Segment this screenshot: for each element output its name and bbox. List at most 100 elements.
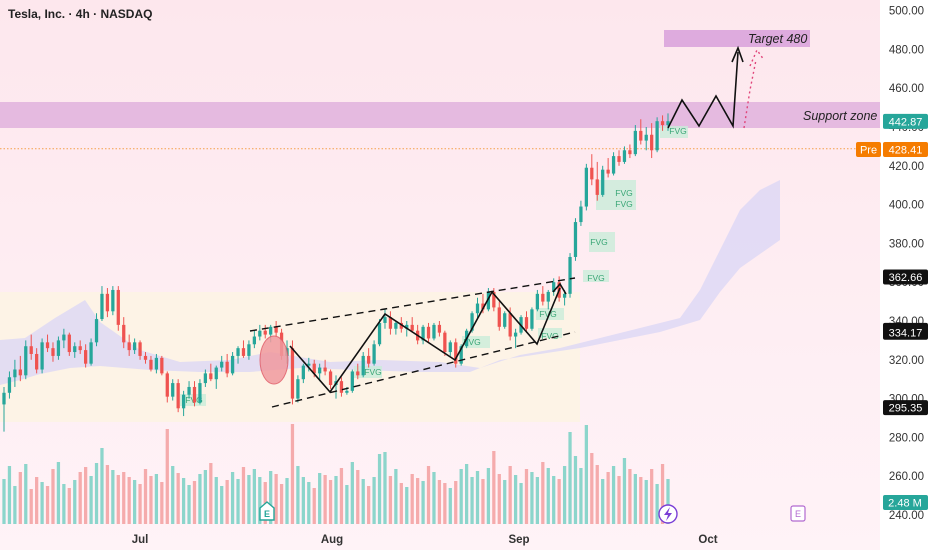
price-label: 334.17: [889, 327, 923, 339]
candle-body: [187, 386, 191, 395]
candle-body: [508, 313, 512, 337]
volume-bar: [367, 486, 371, 524]
candle-body: [154, 357, 159, 370]
volume-bar: [89, 476, 93, 524]
target-label: Target 480: [748, 32, 807, 46]
volume-bar: [214, 477, 218, 524]
y-tick-label: 460.00: [889, 83, 924, 95]
premarket-price-badge: [883, 141, 928, 157]
candle-body: [89, 342, 93, 364]
volume-bar: [78, 472, 82, 524]
projection-path: [667, 51, 739, 129]
volume-bar: [513, 475, 518, 524]
fvg-box: [583, 270, 609, 282]
volume-bar: [562, 466, 567, 524]
volume-bar: [660, 464, 665, 524]
candle-body: [290, 348, 295, 399]
candle-body: [192, 386, 197, 403]
candle-body: [388, 317, 393, 329]
candle-body: [377, 322, 382, 345]
volume-bar: [176, 473, 180, 524]
candle-body: [111, 289, 115, 312]
candle-body: [486, 291, 491, 310]
volume-bar: [644, 480, 648, 524]
candle-body: [247, 344, 251, 356]
volume-bar: [345, 485, 349, 524]
volume-bar: [105, 465, 110, 524]
volume-bar: [590, 453, 594, 524]
volume-bar: [524, 469, 529, 524]
volume-bar: [62, 484, 66, 524]
ichimoku-cloud: [0, 180, 780, 385]
volume-bar: [459, 469, 463, 524]
candle-body: [13, 369, 17, 378]
volume-value-label: 2.48 M: [888, 498, 922, 510]
volume-bar: [426, 466, 431, 524]
candle-body: [454, 342, 458, 364]
fvg-boxes: FVGFVGFVGFVGFVGFVGFVGFVGFVGFVG: [180, 126, 688, 406]
candle-body: [530, 309, 534, 329]
candle-body: [2, 392, 6, 405]
candle-body: [513, 332, 518, 337]
candle-body: [176, 383, 180, 409]
fvg-label: FVG: [590, 237, 607, 247]
volume-bar: [56, 462, 61, 524]
candle-body: [171, 383, 175, 397]
candle-body: [263, 330, 267, 335]
volume-bar: [535, 477, 540, 524]
fvg-label: FVG: [615, 199, 632, 209]
earnings-flag-icon[interactable]: E: [790, 505, 806, 522]
volume-bar: [584, 425, 588, 524]
volume-bar: [448, 488, 452, 524]
volume-bar: [486, 468, 491, 524]
volume-bar: [405, 487, 409, 524]
target-zone-box: [664, 30, 810, 47]
volume-bar: [290, 424, 295, 524]
candle-body: [394, 322, 398, 329]
dividend-lightning-icon[interactable]: [658, 504, 678, 524]
premarket-prefix-badge: [856, 141, 881, 157]
volume-bar: [568, 432, 572, 524]
volume-bar: [187, 485, 191, 524]
earnings-marker-icon[interactable]: E: [259, 501, 275, 521]
volume-bar: [377, 454, 382, 524]
y-tick-label: 380.00: [889, 238, 924, 250]
volume-bar: [546, 468, 550, 524]
candle-body: [666, 121, 670, 126]
candle-body: [269, 326, 273, 335]
volume-bar: [165, 429, 169, 524]
volume-bar: [296, 466, 300, 524]
volume-bar: [225, 480, 229, 524]
volume-bar: [475, 471, 480, 524]
support-zone-label: Support zone: [803, 109, 877, 123]
fvg-label: FVG: [587, 273, 604, 283]
candle-body: [541, 293, 545, 302]
svg-text:E: E: [264, 509, 270, 519]
candle-body: [410, 324, 414, 331]
candle-body: [84, 350, 88, 364]
candle-body: [312, 363, 316, 374]
candle-body: [132, 342, 137, 351]
volume-bar: [508, 466, 512, 524]
candle-body: [160, 357, 164, 374]
volume-bar: [35, 477, 39, 524]
volume-bar: [573, 456, 578, 524]
highlight-ellipse: [259, 335, 289, 385]
candle-body: [323, 367, 327, 372]
candle-body: [639, 130, 643, 141]
candle-body: [448, 342, 452, 353]
y-tick-label: 420.00: [889, 161, 924, 173]
volume-bar: [361, 479, 365, 524]
volume-bar: [73, 480, 77, 524]
candle-body: [503, 313, 507, 327]
x-tick-label: Oct: [698, 534, 717, 546]
volume-bar: [394, 469, 398, 524]
volume-bar: [492, 451, 496, 524]
candle-body: [595, 179, 599, 195]
volume-bar: [356, 470, 360, 524]
candle-body: [339, 381, 344, 393]
volume-bar: [437, 480, 442, 524]
candle-body: [361, 355, 365, 376]
candle-body: [383, 317, 387, 323]
fvg-box: [538, 328, 562, 338]
